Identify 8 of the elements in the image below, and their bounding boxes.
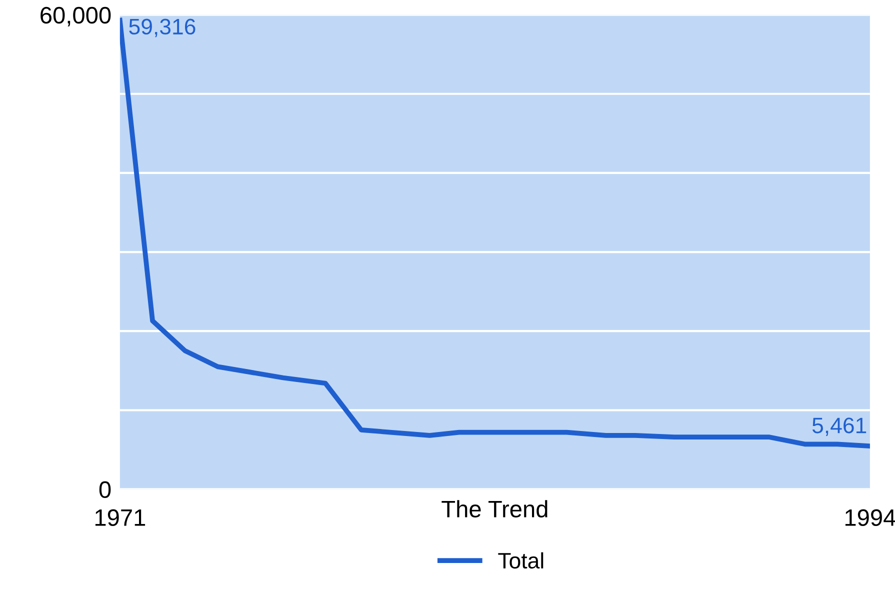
legend-label: Total (498, 552, 544, 569)
y-tick-label: 0 (99, 481, 111, 498)
annotation: 5,461 (812, 418, 866, 436)
annotation: 59,316 (129, 18, 196, 38)
x-axis-title: The Trend (442, 500, 548, 518)
y-tick-label: 60,000 (40, 6, 111, 26)
line-series (120, 18, 870, 448)
x-tick-label: 1971 (95, 509, 146, 526)
